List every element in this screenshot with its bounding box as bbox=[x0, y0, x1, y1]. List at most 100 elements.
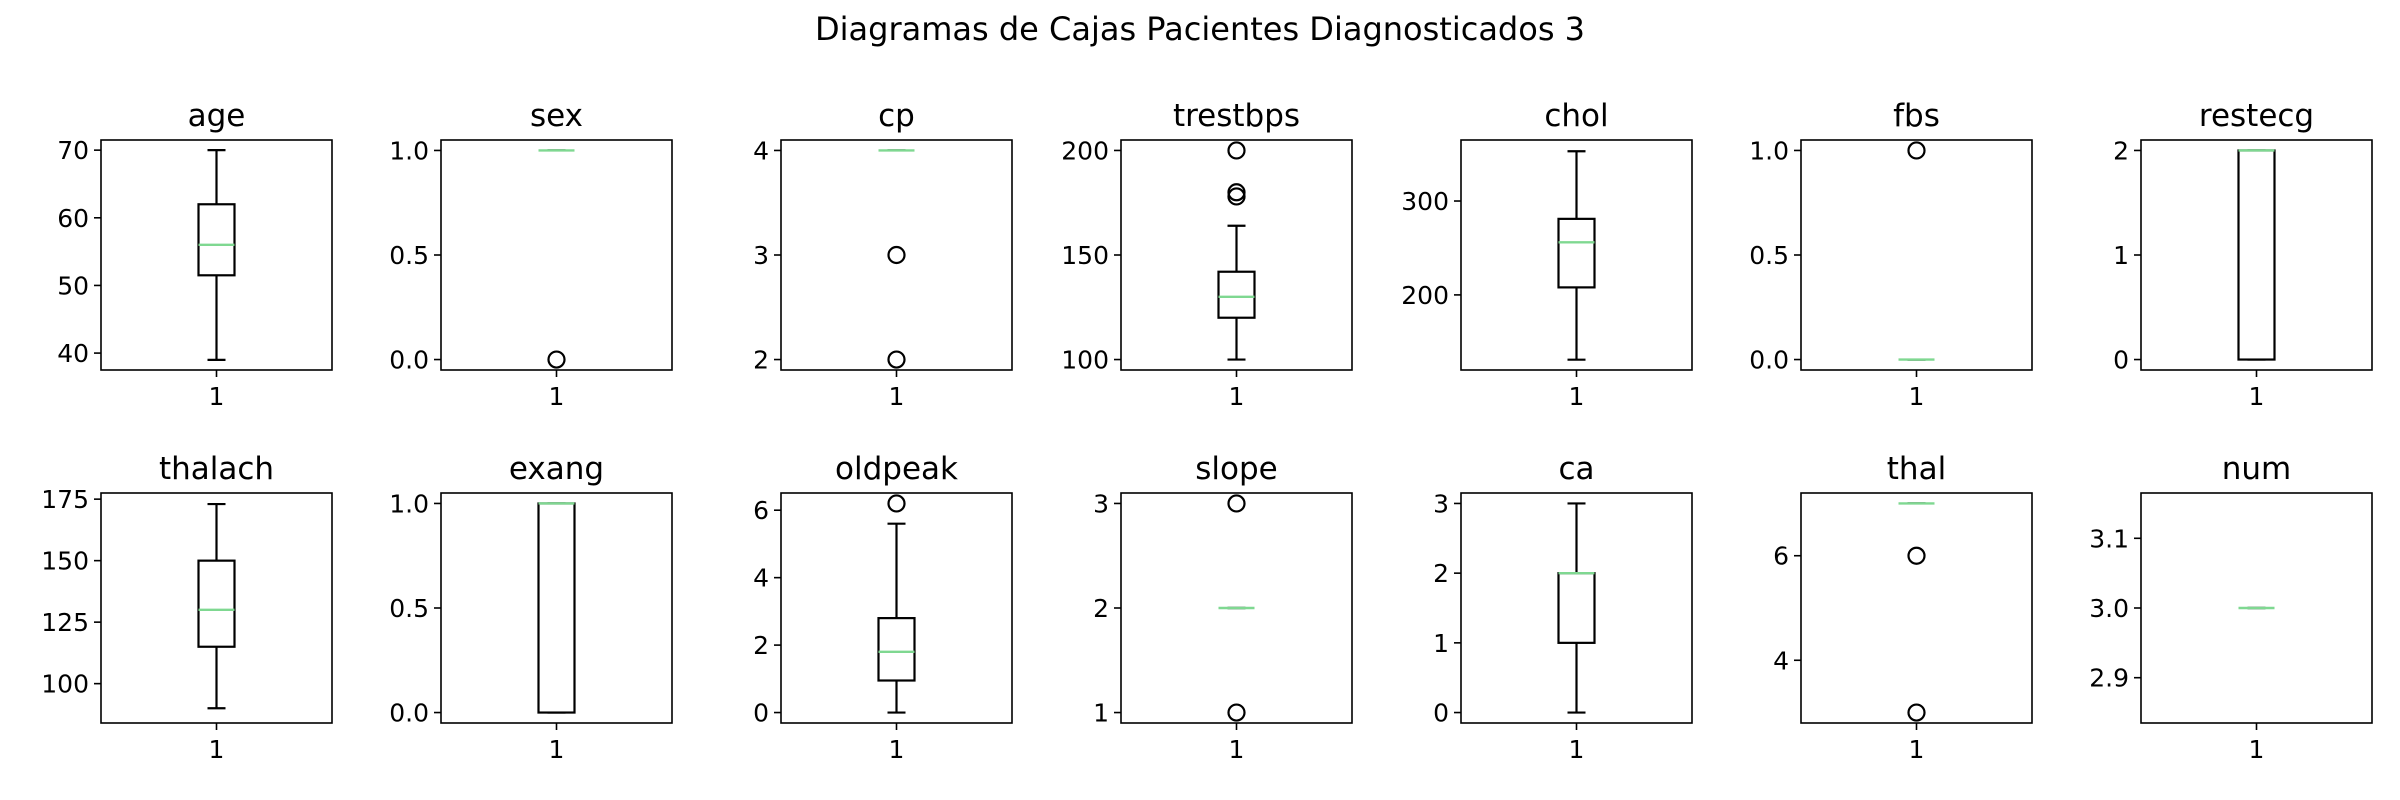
y-tick-label: 40 bbox=[57, 339, 89, 368]
outlier-point bbox=[1907, 546, 1926, 565]
x-tick-label: 1 bbox=[1569, 382, 1585, 411]
subplot-oldpeak: oldpeak 0 2 4 6 1 bbox=[753, 451, 1013, 764]
subplot-slope: slope 1 2 3 1 bbox=[1093, 451, 1353, 764]
subplot-grid: age405060701sex0.00.51.01cp2341trestbps1… bbox=[41, 98, 2373, 764]
y-tick-label: 3 bbox=[1093, 489, 1109, 518]
x-tick-label: 1 bbox=[2249, 382, 2265, 411]
subplot-title: exang bbox=[509, 451, 604, 487]
y-tick-label: 0.5 bbox=[1749, 241, 1789, 270]
y-tick-label: 2 bbox=[2113, 136, 2129, 165]
axes-frame bbox=[1800, 139, 2033, 371]
x-tick-label: 1 bbox=[1229, 382, 1245, 411]
y-tick-label: 1.0 bbox=[389, 136, 429, 165]
subplot-thalach: thalach 100 125 150 175 1 bbox=[41, 451, 333, 764]
y-tick-label: 3.0 bbox=[2089, 594, 2129, 623]
axes-frame bbox=[2140, 492, 2373, 724]
iqr-box bbox=[197, 203, 236, 277]
y-tick-label: 300 bbox=[1401, 187, 1449, 216]
subplot-num: num 2.9 3.0 3.1 1 bbox=[2089, 451, 2373, 764]
x-tick-label: 1 bbox=[1229, 735, 1245, 764]
subplot-title: num bbox=[2222, 451, 2292, 487]
y-tick-label: 1.0 bbox=[1749, 136, 1789, 165]
y-tick-label: 4 bbox=[753, 136, 769, 165]
y-tick-label: 125 bbox=[41, 608, 89, 637]
y-tick-label: 60 bbox=[57, 204, 89, 233]
subplot-title: cp bbox=[878, 98, 915, 134]
subplot-sex: sex 0.0 0.5 1.0 1 bbox=[389, 98, 673, 411]
x-tick-label: 1 bbox=[2249, 735, 2265, 764]
iqr-box bbox=[1217, 270, 1256, 319]
axes-frame bbox=[780, 139, 1013, 371]
axes-frame bbox=[100, 492, 333, 724]
y-tick-label: 2 bbox=[753, 346, 769, 375]
iqr-box bbox=[197, 559, 236, 648]
subplot-title: ca bbox=[1558, 451, 1594, 487]
y-tick-label: 150 bbox=[41, 547, 89, 576]
y-tick-label: 175 bbox=[41, 485, 89, 514]
subplot-cp: cp 2 3 4 1 bbox=[753, 98, 1013, 411]
y-tick-label: 0.5 bbox=[389, 241, 429, 270]
subplot-trestbps: trestbps 100 150 200 1 bbox=[1061, 98, 1353, 411]
subplot-title: trestbps bbox=[1173, 98, 1300, 134]
y-tick-label: 2 bbox=[1093, 594, 1109, 623]
axes-frame bbox=[1120, 492, 1353, 724]
outlier-point bbox=[1227, 141, 1246, 160]
y-tick-label: 2 bbox=[1433, 559, 1449, 588]
subplot-title: thalach bbox=[159, 451, 274, 487]
x-tick-label: 1 bbox=[549, 382, 565, 411]
subplot-fbs: fbs 0.0 0.5 1.0 1 bbox=[1749, 98, 2033, 411]
subplot-title: sex bbox=[530, 98, 583, 134]
y-tick-label: 2 bbox=[753, 631, 769, 660]
y-tick-label: 200 bbox=[1061, 136, 1109, 165]
y-tick-label: 100 bbox=[1061, 346, 1109, 375]
y-tick-label: 3 bbox=[753, 241, 769, 270]
y-tick-label: 70 bbox=[57, 136, 89, 165]
y-tick-label: 1.0 bbox=[389, 489, 429, 518]
y-tick-label: 6 bbox=[753, 496, 769, 525]
x-tick-label: 1 bbox=[1909, 735, 1925, 764]
outlier-point bbox=[1227, 494, 1246, 513]
axes-frame bbox=[780, 492, 1013, 724]
iqr-box bbox=[877, 617, 916, 682]
y-tick-label: 6 bbox=[1773, 542, 1789, 571]
axes-frame bbox=[1460, 492, 1693, 724]
y-tick-label: 0.0 bbox=[389, 699, 429, 728]
x-tick-label: 1 bbox=[1909, 382, 1925, 411]
y-tick-label: 3.1 bbox=[2089, 524, 2129, 553]
axes-frame bbox=[1800, 492, 2033, 724]
subplot-age: age 40 50 60 70 1 bbox=[57, 98, 333, 411]
outlier-point bbox=[1907, 703, 1926, 722]
axes-frame bbox=[440, 492, 673, 724]
axes-frame bbox=[2140, 139, 2373, 371]
outlier-point bbox=[887, 494, 906, 513]
axes-frame bbox=[440, 139, 673, 371]
y-tick-label: 0 bbox=[1433, 699, 1449, 728]
subplot-exang: exang 0.0 0.5 1.0 1 bbox=[389, 451, 673, 764]
subplot-title: thal bbox=[1887, 451, 1946, 487]
axes-frame bbox=[1120, 139, 1353, 371]
y-tick-label: 0.0 bbox=[1749, 346, 1789, 375]
x-tick-label: 1 bbox=[889, 735, 905, 764]
subplot-title: slope bbox=[1195, 451, 1277, 487]
subplot-title: restecg bbox=[2199, 98, 2314, 134]
outlier-point bbox=[1227, 187, 1246, 206]
x-tick-label: 1 bbox=[209, 382, 225, 411]
subplot-title: oldpeak bbox=[835, 451, 958, 487]
figure-title: Diagramas de Cajas Pacientes Diagnostica… bbox=[815, 10, 1585, 48]
y-tick-label: 0.0 bbox=[389, 346, 429, 375]
y-tick-label: 1 bbox=[2113, 241, 2129, 270]
y-tick-label: 4 bbox=[1773, 646, 1789, 675]
x-tick-label: 1 bbox=[549, 735, 565, 764]
subplot-title: fbs bbox=[1893, 98, 1940, 134]
y-tick-label: 3 bbox=[1433, 489, 1449, 518]
y-tick-label: 0 bbox=[2113, 346, 2129, 375]
subplot-thal: thal 4 6 1 bbox=[1773, 451, 2033, 764]
y-tick-label: 4 bbox=[753, 564, 769, 593]
outlier-point bbox=[1907, 141, 1926, 160]
outlier-point bbox=[1227, 703, 1246, 722]
subplot-ca: ca 0 1 2 3 1 bbox=[1433, 451, 1693, 764]
x-tick-label: 1 bbox=[889, 382, 905, 411]
x-tick-label: 1 bbox=[1569, 735, 1585, 764]
